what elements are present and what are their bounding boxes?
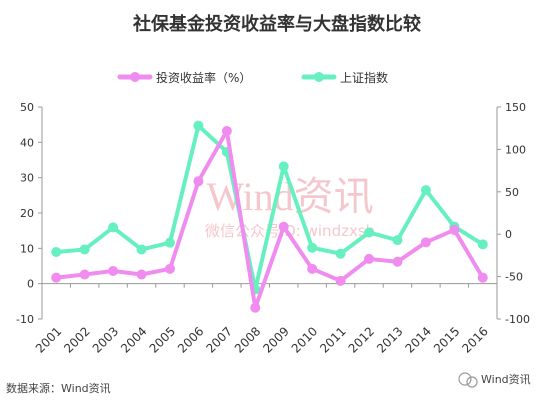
data-point-return — [108, 265, 119, 276]
series-layer — [51, 120, 488, 313]
data-point-return — [307, 263, 318, 274]
x-tick-label: 2004 — [118, 324, 149, 355]
data-point-index — [193, 120, 204, 131]
legend-item-index: 上证指数 — [301, 70, 388, 85]
x-tick-label: 2008 — [232, 324, 263, 355]
data-point-index — [335, 248, 346, 259]
chart-title: 社保基金投资收益率与大盘指数比较 — [133, 13, 421, 35]
left-tick-label: -10 — [16, 313, 34, 326]
left-tick-label: 40 — [20, 136, 34, 149]
right-tick-label: 50 — [505, 186, 519, 199]
series-return — [51, 126, 488, 313]
right-axis: -100 -50 0 50 100 150 — [496, 101, 530, 326]
legend-marker-index — [314, 72, 324, 82]
data-point-return — [136, 269, 147, 280]
wechat-icon-bubble — [466, 376, 478, 388]
right-tick-label: 100 — [505, 143, 526, 156]
legend-marker-return — [130, 72, 140, 82]
left-tick-label: 30 — [20, 172, 34, 185]
data-point-index — [136, 244, 147, 255]
x-tick-label: 2006 — [175, 324, 206, 355]
left-tick-label: 50 — [20, 101, 34, 114]
x-tick-label: 2014 — [403, 324, 434, 355]
data-point-return — [477, 272, 488, 283]
right-tick-label: -100 — [505, 313, 530, 326]
data-point-return — [335, 275, 346, 286]
data-point-return — [164, 263, 175, 274]
data-point-index — [79, 244, 90, 255]
data-point-return — [449, 224, 460, 235]
x-tick-label: 2013 — [374, 324, 405, 355]
x-tick-label: 2003 — [90, 324, 121, 355]
left-tick-label: 20 — [20, 207, 34, 220]
right-tick-label: 150 — [505, 101, 526, 114]
data-point-index — [278, 161, 289, 172]
right-tick-label: 0 — [505, 228, 512, 241]
data-point-return — [278, 221, 289, 232]
x-tick-label: 2009 — [260, 324, 291, 355]
data-point-index — [307, 242, 318, 253]
x-tick-label: 2002 — [61, 324, 92, 355]
legend-label-return: 投资收益率（%） — [156, 70, 251, 85]
x-tick-label: 2012 — [346, 324, 377, 355]
wechat-icon — [458, 372, 472, 386]
watermark-sub: 微信公众号ID: windzxsh — [205, 222, 375, 240]
legend: 投资收益率（%） 上证指数 — [117, 70, 388, 85]
x-tick-label: 2007 — [203, 324, 234, 355]
x-tick-label: 2010 — [289, 324, 320, 355]
data-point-index — [477, 239, 488, 250]
x-tick-label: 2001 — [33, 324, 64, 355]
data-point-return — [193, 176, 204, 187]
data-point-return — [364, 253, 375, 264]
data-point-index — [108, 222, 119, 233]
brand-badge: Wind资讯 — [458, 372, 531, 388]
series-line-index — [56, 123, 484, 292]
data-point-return — [221, 126, 232, 137]
left-axis: -10 0 10 20 30 40 50 — [16, 101, 43, 326]
data-point-return — [51, 272, 62, 283]
brand-label: Wind资讯 — [481, 373, 531, 386]
data-point-return — [392, 256, 403, 267]
x-axis: 2001200220032004200520062007200820092010… — [33, 283, 497, 356]
data-point-index — [51, 247, 62, 258]
data-point-index — [392, 235, 403, 246]
legend-item-return: 投资收益率（%） — [117, 70, 251, 85]
x-tick-label: 2011 — [317, 324, 348, 355]
right-tick-label: -50 — [505, 271, 523, 284]
data-point-index — [420, 185, 431, 196]
x-tick-label: 2016 — [459, 324, 490, 355]
data-point-return — [250, 302, 261, 313]
data-point-index — [364, 227, 375, 238]
data-point-return — [79, 269, 90, 280]
left-tick-label: 0 — [27, 278, 34, 291]
x-tick-label: 2005 — [147, 324, 178, 355]
source-note: 数据来源：Wind资讯 — [6, 381, 111, 395]
x-tick-label: 2015 — [431, 324, 462, 355]
left-tick-label: 10 — [20, 242, 34, 255]
legend-label-index: 上证指数 — [340, 70, 388, 85]
data-point-return — [420, 237, 431, 248]
series-line-return — [55, 129, 485, 310]
data-point-index — [164, 237, 175, 248]
